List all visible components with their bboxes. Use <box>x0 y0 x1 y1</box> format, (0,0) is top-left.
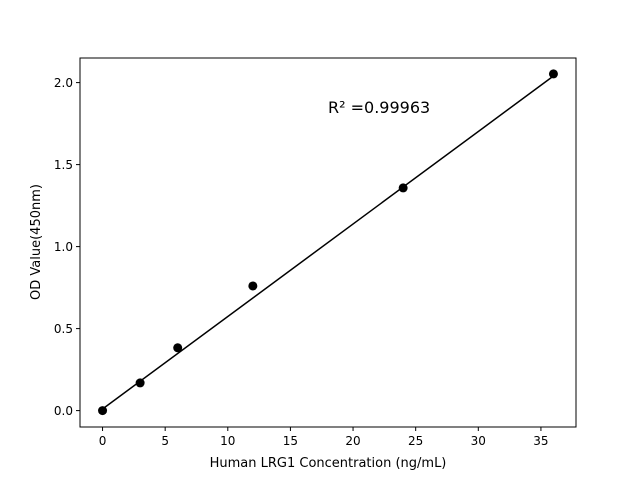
data-point <box>548 69 558 79</box>
r-squared-annotation: R² =0.99963 <box>328 98 430 117</box>
data-point <box>135 378 145 388</box>
x-tick-label: 35 <box>533 434 548 448</box>
y-axis-ticks: 0.0 0.5 1.0 1.5 2.0 <box>54 76 80 418</box>
y-tick-label: 1.0 <box>54 240 73 254</box>
x-tick-label: 10 <box>220 434 235 448</box>
x-tick-label: 20 <box>345 434 360 448</box>
data-point <box>98 406 108 416</box>
x-tick-label: 15 <box>283 434 298 448</box>
y-tick-label: 2.0 <box>54 76 73 90</box>
y-tick-label: 0.0 <box>54 404 73 418</box>
x-tick-label: 25 <box>408 434 423 448</box>
y-axis-label: OD Value(450nm) <box>29 184 44 300</box>
data-marks <box>98 69 558 416</box>
y-tick-label: 0.5 <box>54 322 73 336</box>
x-axis-label: Human LRG1 Concentration (ng/mL) <box>210 456 447 471</box>
x-axis-ticks: 0 5 10 15 20 25 30 35 <box>99 427 549 448</box>
x-tick-label: 30 <box>471 434 486 448</box>
y-tick-label: 1.5 <box>54 158 73 172</box>
data-point <box>248 281 258 291</box>
data-point <box>398 183 408 193</box>
x-tick-label: 5 <box>161 434 169 448</box>
fit-line <box>102 75 554 410</box>
x-tick-label: 0 <box>99 434 107 448</box>
data-point <box>173 343 183 353</box>
